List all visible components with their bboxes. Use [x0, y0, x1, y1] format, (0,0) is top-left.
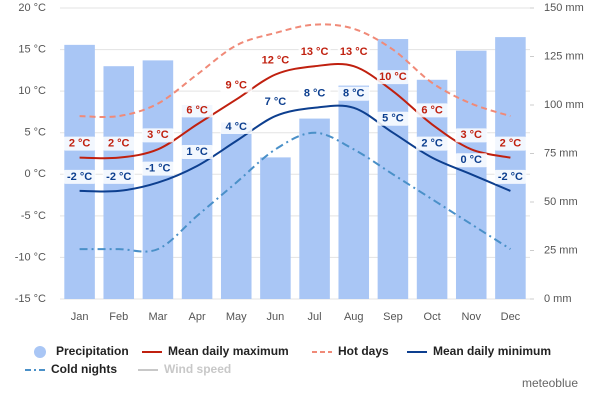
temperature-line: [79, 131, 511, 253]
legend-label[interactable]: Precipitation: [56, 344, 129, 358]
label-bg: [376, 70, 409, 85]
legend-label[interactable]: Hot days: [338, 344, 389, 358]
x-tick-label: Mar: [148, 311, 167, 323]
precipitation-bar: [299, 118, 330, 299]
watermark: meteoblue: [522, 376, 578, 390]
x-tick-label: Aug: [344, 311, 364, 323]
x-tick-label: May: [226, 311, 247, 323]
x-tick-label: Jul: [308, 311, 322, 323]
legend-label[interactable]: Mean daily maximum: [168, 344, 289, 358]
x-tick-label: Dec: [501, 311, 521, 323]
y2-tick-label: 50 mm: [544, 196, 578, 208]
data-label: 2 °C: [500, 138, 522, 150]
label-bg: [298, 45, 331, 60]
data-label: 2 °C: [108, 138, 130, 150]
data-label: 2 °C: [421, 138, 443, 150]
y-tick-label: 0 °C: [24, 168, 46, 180]
x-tick-label: Nov: [461, 311, 481, 323]
label-bg: [181, 144, 214, 159]
label-bg: [494, 136, 527, 151]
data-label: 4 °C: [225, 121, 247, 133]
data-label: 6 °C: [421, 104, 443, 116]
precipitation-bar: [495, 37, 526, 299]
label-bg: [376, 111, 409, 126]
label-bg: [102, 136, 135, 151]
label-bg: [63, 169, 96, 184]
x-tick-label: Jan: [71, 311, 89, 323]
precipitation-bar: [181, 105, 213, 299]
y-tick-label: -5 °C: [21, 210, 46, 222]
legend-label[interactable]: Wind speed: [164, 362, 231, 376]
y-tick-label: 10 °C: [18, 85, 46, 97]
data-label: 6 °C: [186, 104, 208, 116]
data-label: 8 °C: [304, 88, 326, 100]
data-label: -2 °C: [106, 171, 131, 183]
x-tick-label: Jun: [267, 311, 285, 323]
data-label: -1 °C: [145, 163, 170, 175]
precipitation-bar: [220, 122, 252, 300]
precipitation-bar: [260, 157, 291, 299]
label-bg: [455, 153, 488, 168]
y2-tick-label: 150 mm: [544, 2, 584, 14]
label-bg: [337, 45, 370, 60]
x-tick-label: Oct: [424, 311, 441, 323]
data-label: 0 °C: [460, 154, 482, 166]
data-label: 5 °C: [382, 113, 404, 125]
y2-tick-label: 75 mm: [544, 147, 578, 159]
data-label: 2 °C: [69, 138, 91, 150]
data-label: 3 °C: [460, 129, 482, 141]
temperature-line: [79, 63, 511, 160]
y-tick-label: 20 °C: [18, 2, 46, 14]
x-tick-label: Feb: [109, 311, 128, 323]
data-label: 12 °C: [262, 54, 290, 66]
data-label: 10 °C: [379, 71, 407, 83]
data-label: 13 °C: [340, 46, 368, 58]
legend-swatch: [34, 346, 46, 358]
y-tick-label: 15 °C: [18, 43, 46, 55]
data-label: 8 °C: [343, 88, 365, 100]
data-label: -2 °C: [67, 171, 92, 183]
y2-tick-label: 25 mm: [544, 244, 578, 256]
y2-tick-label: 0 mm: [544, 293, 572, 305]
label-bg: [141, 128, 174, 143]
temperature-line: [79, 104, 511, 193]
label-bg: [259, 53, 292, 68]
data-label: 13 °C: [301, 46, 329, 58]
data-label: -2 °C: [498, 171, 523, 183]
label-bg: [259, 95, 292, 110]
label-bg: [416, 136, 449, 151]
legend-label[interactable]: Mean daily minimum: [433, 344, 551, 358]
legend-label[interactable]: Cold nights: [51, 362, 117, 376]
label-bg: [337, 86, 370, 101]
label-bg: [181, 103, 214, 118]
y-tick-label: -10 °C: [15, 251, 46, 263]
label-bg: [102, 169, 135, 184]
precipitation-bar: [338, 85, 370, 299]
data-label: 3 °C: [147, 129, 169, 141]
data-label: 1 °C: [186, 146, 208, 158]
label-bg: [63, 136, 96, 151]
label-bg: [455, 128, 488, 143]
label-bg: [141, 161, 174, 176]
label-bg: [298, 86, 331, 101]
x-tick-label: Apr: [189, 311, 206, 323]
y-tick-label: -15 °C: [15, 293, 46, 305]
label-bg: [220, 78, 253, 93]
label-bg: [220, 120, 253, 135]
data-label: 9 °C: [225, 79, 247, 91]
x-tick-label: Sep: [383, 311, 403, 323]
data-label: 7 °C: [265, 96, 287, 108]
label-bg: [494, 169, 527, 184]
label-bg: [416, 103, 449, 118]
y2-tick-label: 125 mm: [544, 50, 584, 62]
y-tick-label: 5 °C: [24, 127, 46, 139]
y2-tick-label: 100 mm: [544, 99, 584, 111]
